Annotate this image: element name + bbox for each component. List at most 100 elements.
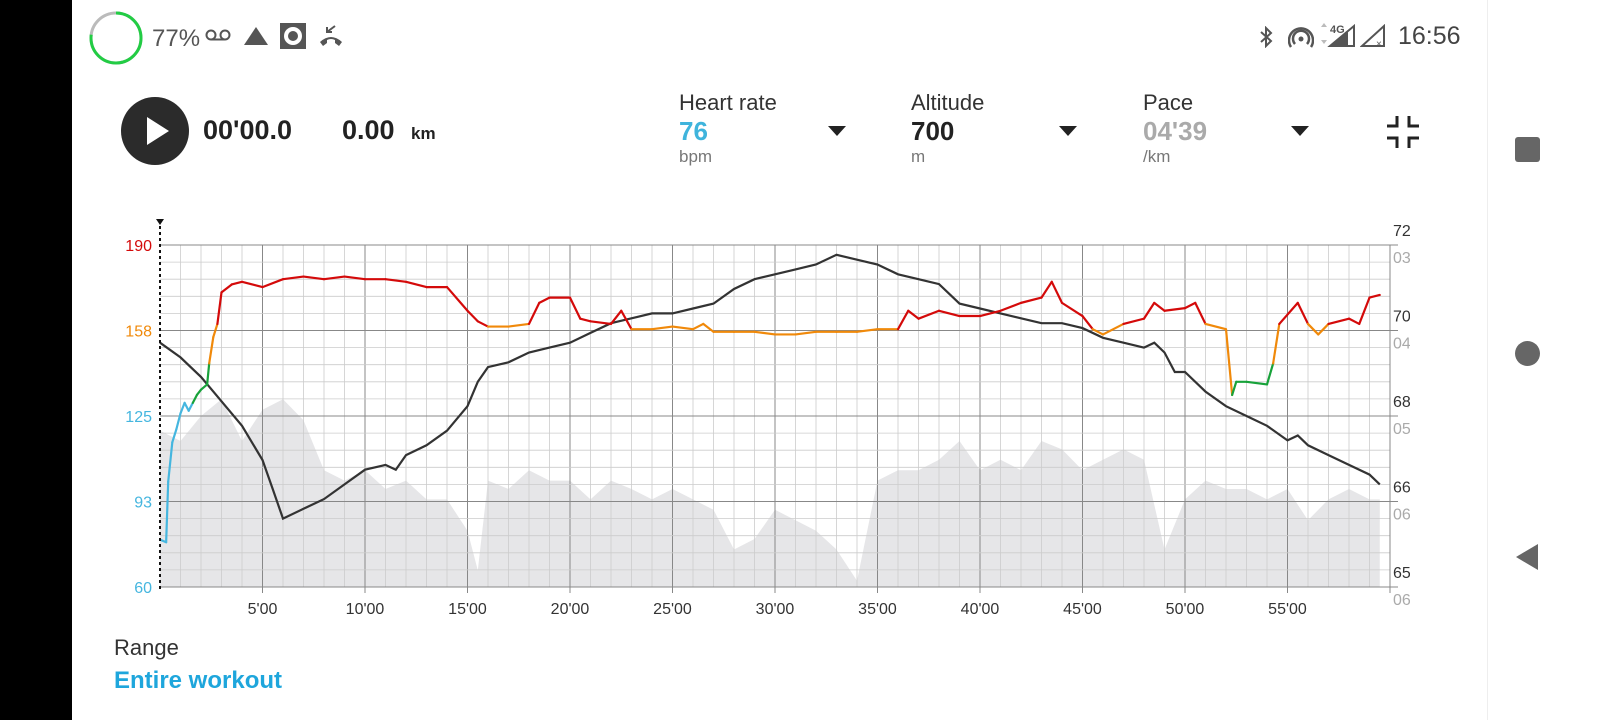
heart-rate-segment (1122, 317, 1146, 326)
metric-label: Heart rate (679, 90, 777, 115)
altitude-dropdown-icon[interactable] (1059, 126, 1077, 136)
screen-edge (0, 0, 72, 720)
time-axis-tick: 50'00 (1166, 601, 1205, 615)
time-axis-tick: 55'00 (1268, 601, 1307, 615)
heart-rate-segment (1101, 322, 1125, 336)
battery-ring-icon (88, 10, 144, 71)
back-button[interactable] (1514, 542, 1540, 572)
hotspot-icon (1287, 26, 1315, 53)
heart-rate-segment (302, 275, 326, 281)
time-axis-tick: 40'00 (961, 601, 1000, 615)
metric-value: 76 (679, 116, 708, 146)
battery-percent: 77% (152, 25, 201, 52)
heart-rate-dropdown-icon[interactable] (828, 126, 846, 136)
recents-button[interactable] (1515, 137, 1540, 162)
metric-pace[interactable]: Pace 04'39 /km (1143, 90, 1207, 167)
time-axis-tick: 35'00 (858, 601, 897, 615)
heart-rate-segment (1194, 301, 1207, 326)
pace-dropdown-icon[interactable] (1291, 126, 1309, 136)
heart-rate-segment (1019, 296, 1043, 304)
record-icon (280, 23, 306, 54)
metric-unit: bpm (679, 147, 713, 166)
voicemail-icon (205, 28, 231, 47)
heart-rate-segment (589, 320, 613, 326)
heart-rate-segment (216, 291, 223, 326)
heart-rate-segment (1050, 280, 1064, 304)
workout-chart[interactable]: 190 158 125 93 60 720 703 685 668 650 03'59 04'40 05… (110, 215, 1410, 615)
heart-rate-segment (171, 428, 178, 444)
heart-rate-segment (794, 330, 818, 336)
heart-rate-segment (1245, 380, 1269, 386)
altitude-axis-tick: 720 (1393, 223, 1410, 240)
home-button[interactable] (1515, 341, 1540, 366)
missed-call-icon (318, 24, 344, 53)
heart-rate-segment (855, 328, 879, 333)
heart-rate-segment (208, 335, 215, 365)
heart-rate-segment (476, 320, 490, 328)
heart-rate-segment (620, 309, 633, 331)
network-label: 4G (1330, 24, 1345, 36)
clock: 16:56 (1398, 22, 1461, 50)
heart-rate-segment (978, 309, 1002, 318)
cursor-marker-icon (156, 219, 164, 225)
heart-rate-segment (568, 296, 582, 320)
heart-rate-segment (199, 383, 209, 391)
heart-rate-segment (167, 441, 174, 483)
time-axis-tick: 10'00 (346, 601, 385, 615)
pace-area (160, 399, 1380, 587)
heart-rate-segment (1272, 322, 1281, 365)
heart-rate-segment (1347, 317, 1361, 326)
elapsed-time: 00'00.0 (203, 115, 293, 145)
heart-rate-segment (261, 278, 285, 289)
heart-rate-segment (175, 412, 182, 431)
heart-rate-segment (191, 393, 199, 404)
heart-rate-segment (1224, 328, 1234, 397)
heart-rate-segment (1081, 314, 1094, 331)
heart-rate-segment (206, 362, 211, 386)
heart-rate-segment (195, 388, 203, 397)
heart-rate-segment (896, 309, 910, 331)
distance-value: 0.00 (342, 115, 395, 145)
heart-rate-segment (384, 278, 408, 283)
heart-rate-segment (183, 401, 190, 412)
heart-rate-segment (650, 325, 674, 331)
pace-axis-tick: 06'02 (1393, 507, 1410, 524)
metric-heart-rate[interactable]: Heart rate 76 bpm (679, 90, 777, 167)
play-icon (147, 117, 169, 145)
heart-rate-segment (691, 322, 705, 331)
heart-rate-segment (281, 275, 305, 281)
altitude-axis-tick: 685 (1393, 394, 1410, 411)
heart-rate-segment (538, 296, 551, 304)
metric-value: 04'39 (1143, 116, 1208, 146)
heart-rate-segment (1163, 307, 1187, 312)
heart-rate-segment (937, 309, 961, 318)
heart-rate-segment (212, 322, 219, 339)
heart-rate-segment (1265, 362, 1275, 386)
heart-rate-segment (1040, 280, 1053, 299)
metric-altitude[interactable]: Altitude 700 m (911, 90, 984, 167)
heart-rate-segment (404, 280, 428, 289)
no-signal-icon: × (1359, 23, 1388, 53)
hr-axis-tick: 93 (134, 495, 152, 512)
pace-axis-tick: 03'59 (1393, 250, 1410, 267)
metric-unit: /km (1143, 147, 1171, 166)
pace-axis-tick: 04'40 (1393, 336, 1410, 353)
time-axis-tick: 30'00 (756, 601, 795, 615)
heart-rate-segment (343, 275, 367, 281)
heart-rate-segment (907, 309, 920, 320)
heart-rate-segment (999, 301, 1023, 312)
play-button[interactable] (121, 97, 189, 165)
metric-label: Pace (1143, 90, 1194, 115)
collapse-fullscreen-icon[interactable] (1385, 114, 1421, 155)
pace-axis-tick: 05'21 (1393, 421, 1410, 438)
hr-axis-tick: 190 (125, 238, 152, 255)
time-axis-tick: 25'00 (653, 601, 692, 615)
heart-rate-segment (1231, 380, 1238, 397)
bluetooth-icon (1258, 25, 1274, 53)
hr-axis-tick: 60 (134, 580, 152, 597)
range-label: Range (114, 635, 179, 660)
heart-rate-segment (753, 330, 777, 336)
range-selector[interactable]: Entire workout (114, 667, 283, 694)
heart-rate-segment (1153, 301, 1166, 312)
time-axis-tick: 5'00 (248, 601, 278, 615)
